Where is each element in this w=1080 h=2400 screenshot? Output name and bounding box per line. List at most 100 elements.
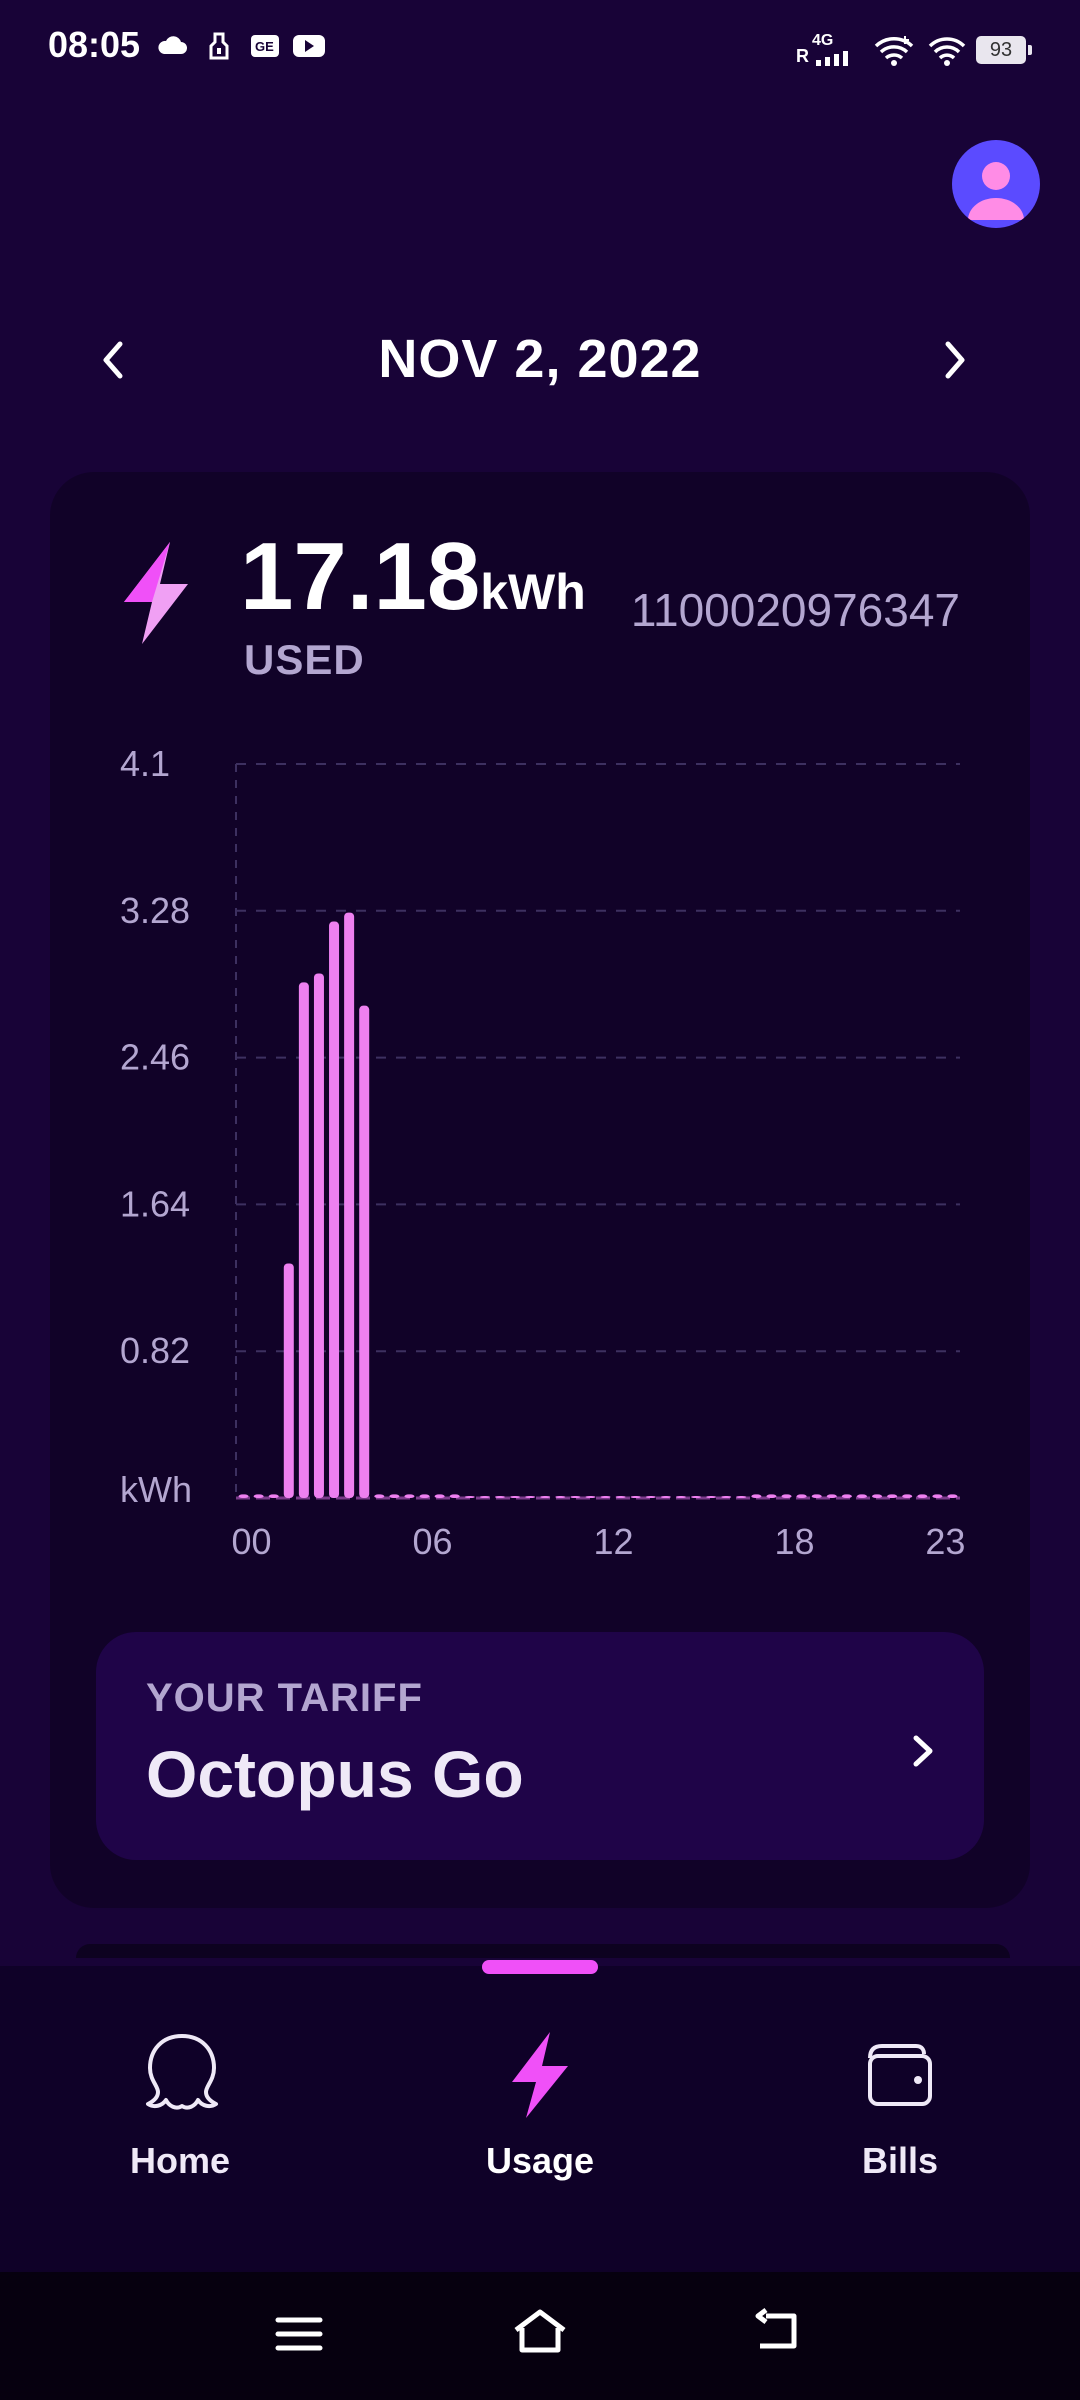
usage-unit: kWh	[480, 564, 586, 620]
roaming-indicator: R	[796, 46, 809, 66]
menu-icon[interactable]	[274, 2314, 324, 2354]
wifi-icon	[874, 36, 914, 66]
chart-bar	[887, 1494, 898, 1498]
chart-bar	[464, 1496, 475, 1498]
cloud-icon	[158, 36, 187, 54]
chart-bar	[630, 1496, 641, 1498]
chart-bar	[675, 1496, 686, 1498]
card-icon: GE	[251, 35, 279, 57]
nav-item-usage[interactable]: Usage	[410, 2020, 670, 2200]
chart-bar	[826, 1494, 837, 1498]
chart-bar	[721, 1496, 732, 1498]
nav-label-home: Home	[129, 2140, 231, 2181]
usage-total: 17.18kWh	[240, 522, 586, 647]
chart-bar	[298, 982, 309, 1498]
lightning-icon	[512, 2032, 568, 2118]
chart-y-tick-label: 0.82	[120, 1330, 190, 1371]
chart-bar	[841, 1494, 852, 1498]
chart-bar	[434, 1494, 445, 1498]
chevron-left-icon[interactable]	[96, 336, 128, 384]
chart-bar	[555, 1496, 566, 1498]
chart-x-tick-label: 00	[232, 1521, 272, 1562]
chart-bar	[510, 1496, 521, 1498]
chart-bar	[570, 1496, 581, 1498]
chart-bar	[691, 1496, 702, 1498]
chart-bar	[811, 1494, 822, 1498]
chart-x-ticks: 00 06 12 18 23	[232, 1521, 966, 1562]
system-navigation-bar	[0, 2272, 1080, 2400]
battery-tip	[1028, 45, 1032, 55]
chart-x-tick-label: 12	[594, 1521, 634, 1562]
octopus-icon	[146, 2034, 218, 2110]
chart-bar	[645, 1496, 656, 1498]
bottom-navigation	[0, 1966, 1080, 2272]
svg-text:GE: GE	[255, 39, 274, 54]
chart-y-unit-label: kWh	[120, 1469, 192, 1510]
active-tab-indicator	[482, 1960, 598, 1974]
wallet-icon	[868, 2044, 932, 2106]
chart-x-tick-label: 18	[775, 1521, 815, 1562]
chart-y-ticks: 4.1 3.28 2.46 1.64 0.82 kWh	[120, 743, 192, 1510]
youtube-icon	[293, 35, 325, 57]
chart-bar	[238, 1494, 249, 1498]
chart-bar	[479, 1496, 490, 1498]
user-icon	[968, 162, 1024, 220]
chart-bar	[374, 1494, 385, 1498]
chart-bar	[902, 1494, 913, 1498]
status-time: 08:05	[48, 24, 141, 65]
chart-bar	[766, 1494, 777, 1498]
signal-icon	[816, 51, 848, 66]
nav-label-usage: Usage	[485, 2140, 595, 2181]
chart-bar	[706, 1496, 717, 1498]
network-type: 4G	[812, 32, 834, 49]
chart-y-tick-label: 4.1	[120, 743, 170, 784]
chart-bar	[494, 1496, 505, 1498]
chevron-right-icon[interactable]	[940, 336, 972, 384]
chart-bar	[329, 921, 340, 1498]
tariff-name: Octopus Go	[146, 1737, 524, 1811]
chart-bar	[404, 1494, 415, 1498]
chart-bar	[525, 1496, 536, 1498]
chart-bar	[872, 1494, 883, 1498]
tariff-card[interactable]	[96, 1632, 984, 1860]
chart-bar	[917, 1494, 928, 1498]
chevron-right-icon[interactable]	[906, 1726, 940, 1776]
nav-item-home[interactable]: Home	[50, 2020, 310, 2200]
chart-x-tick-label: 23	[925, 1521, 965, 1562]
chart-y-tick-label: 2.46	[120, 1037, 190, 1078]
chart-grid	[235, 763, 960, 1500]
chart-bar	[419, 1494, 430, 1498]
chart-bar	[796, 1494, 807, 1498]
battery-icon: 93	[976, 36, 1026, 64]
chart-bar	[736, 1496, 747, 1498]
tariff-label: YOUR TARIFF	[146, 1676, 423, 1720]
date-title: NOV 2, 2022	[378, 329, 702, 389]
lightning-icon	[124, 542, 188, 644]
chart-bar	[585, 1496, 596, 1498]
usage-chart: 4.1 3.28 2.46 1.64 0.82 kWh 00 06 12 18 23	[120, 743, 966, 1562]
flashlight-icon	[209, 32, 229, 60]
chart-bar	[283, 1263, 294, 1498]
meter-number: 1100020976347	[630, 584, 960, 636]
chart-bar	[751, 1494, 762, 1498]
chart-bar	[449, 1494, 460, 1498]
nav-label-bills: Bills	[861, 2140, 939, 2181]
chart-bar	[313, 973, 324, 1498]
chart-bar	[359, 1005, 370, 1498]
chart-bar	[600, 1496, 611, 1498]
chart-bar	[932, 1494, 943, 1498]
chart-bars	[238, 912, 958, 1498]
chart-bar	[344, 912, 355, 1498]
chart-bar	[253, 1494, 264, 1498]
usage-value: 17.18	[240, 523, 481, 630]
home-icon[interactable]	[510, 2306, 570, 2356]
wifi-icon	[928, 37, 966, 66]
chart-bar	[856, 1494, 867, 1498]
nav-item-bills[interactable]: Bills	[770, 2020, 1030, 2200]
back-icon[interactable]	[752, 2306, 808, 2356]
chart-bar	[947, 1494, 958, 1498]
account-avatar-button[interactable]	[952, 140, 1040, 228]
chart-y-tick-label: 3.28	[120, 890, 190, 931]
chart-bar	[268, 1494, 279, 1498]
sheet-edge	[76, 1944, 1010, 1958]
